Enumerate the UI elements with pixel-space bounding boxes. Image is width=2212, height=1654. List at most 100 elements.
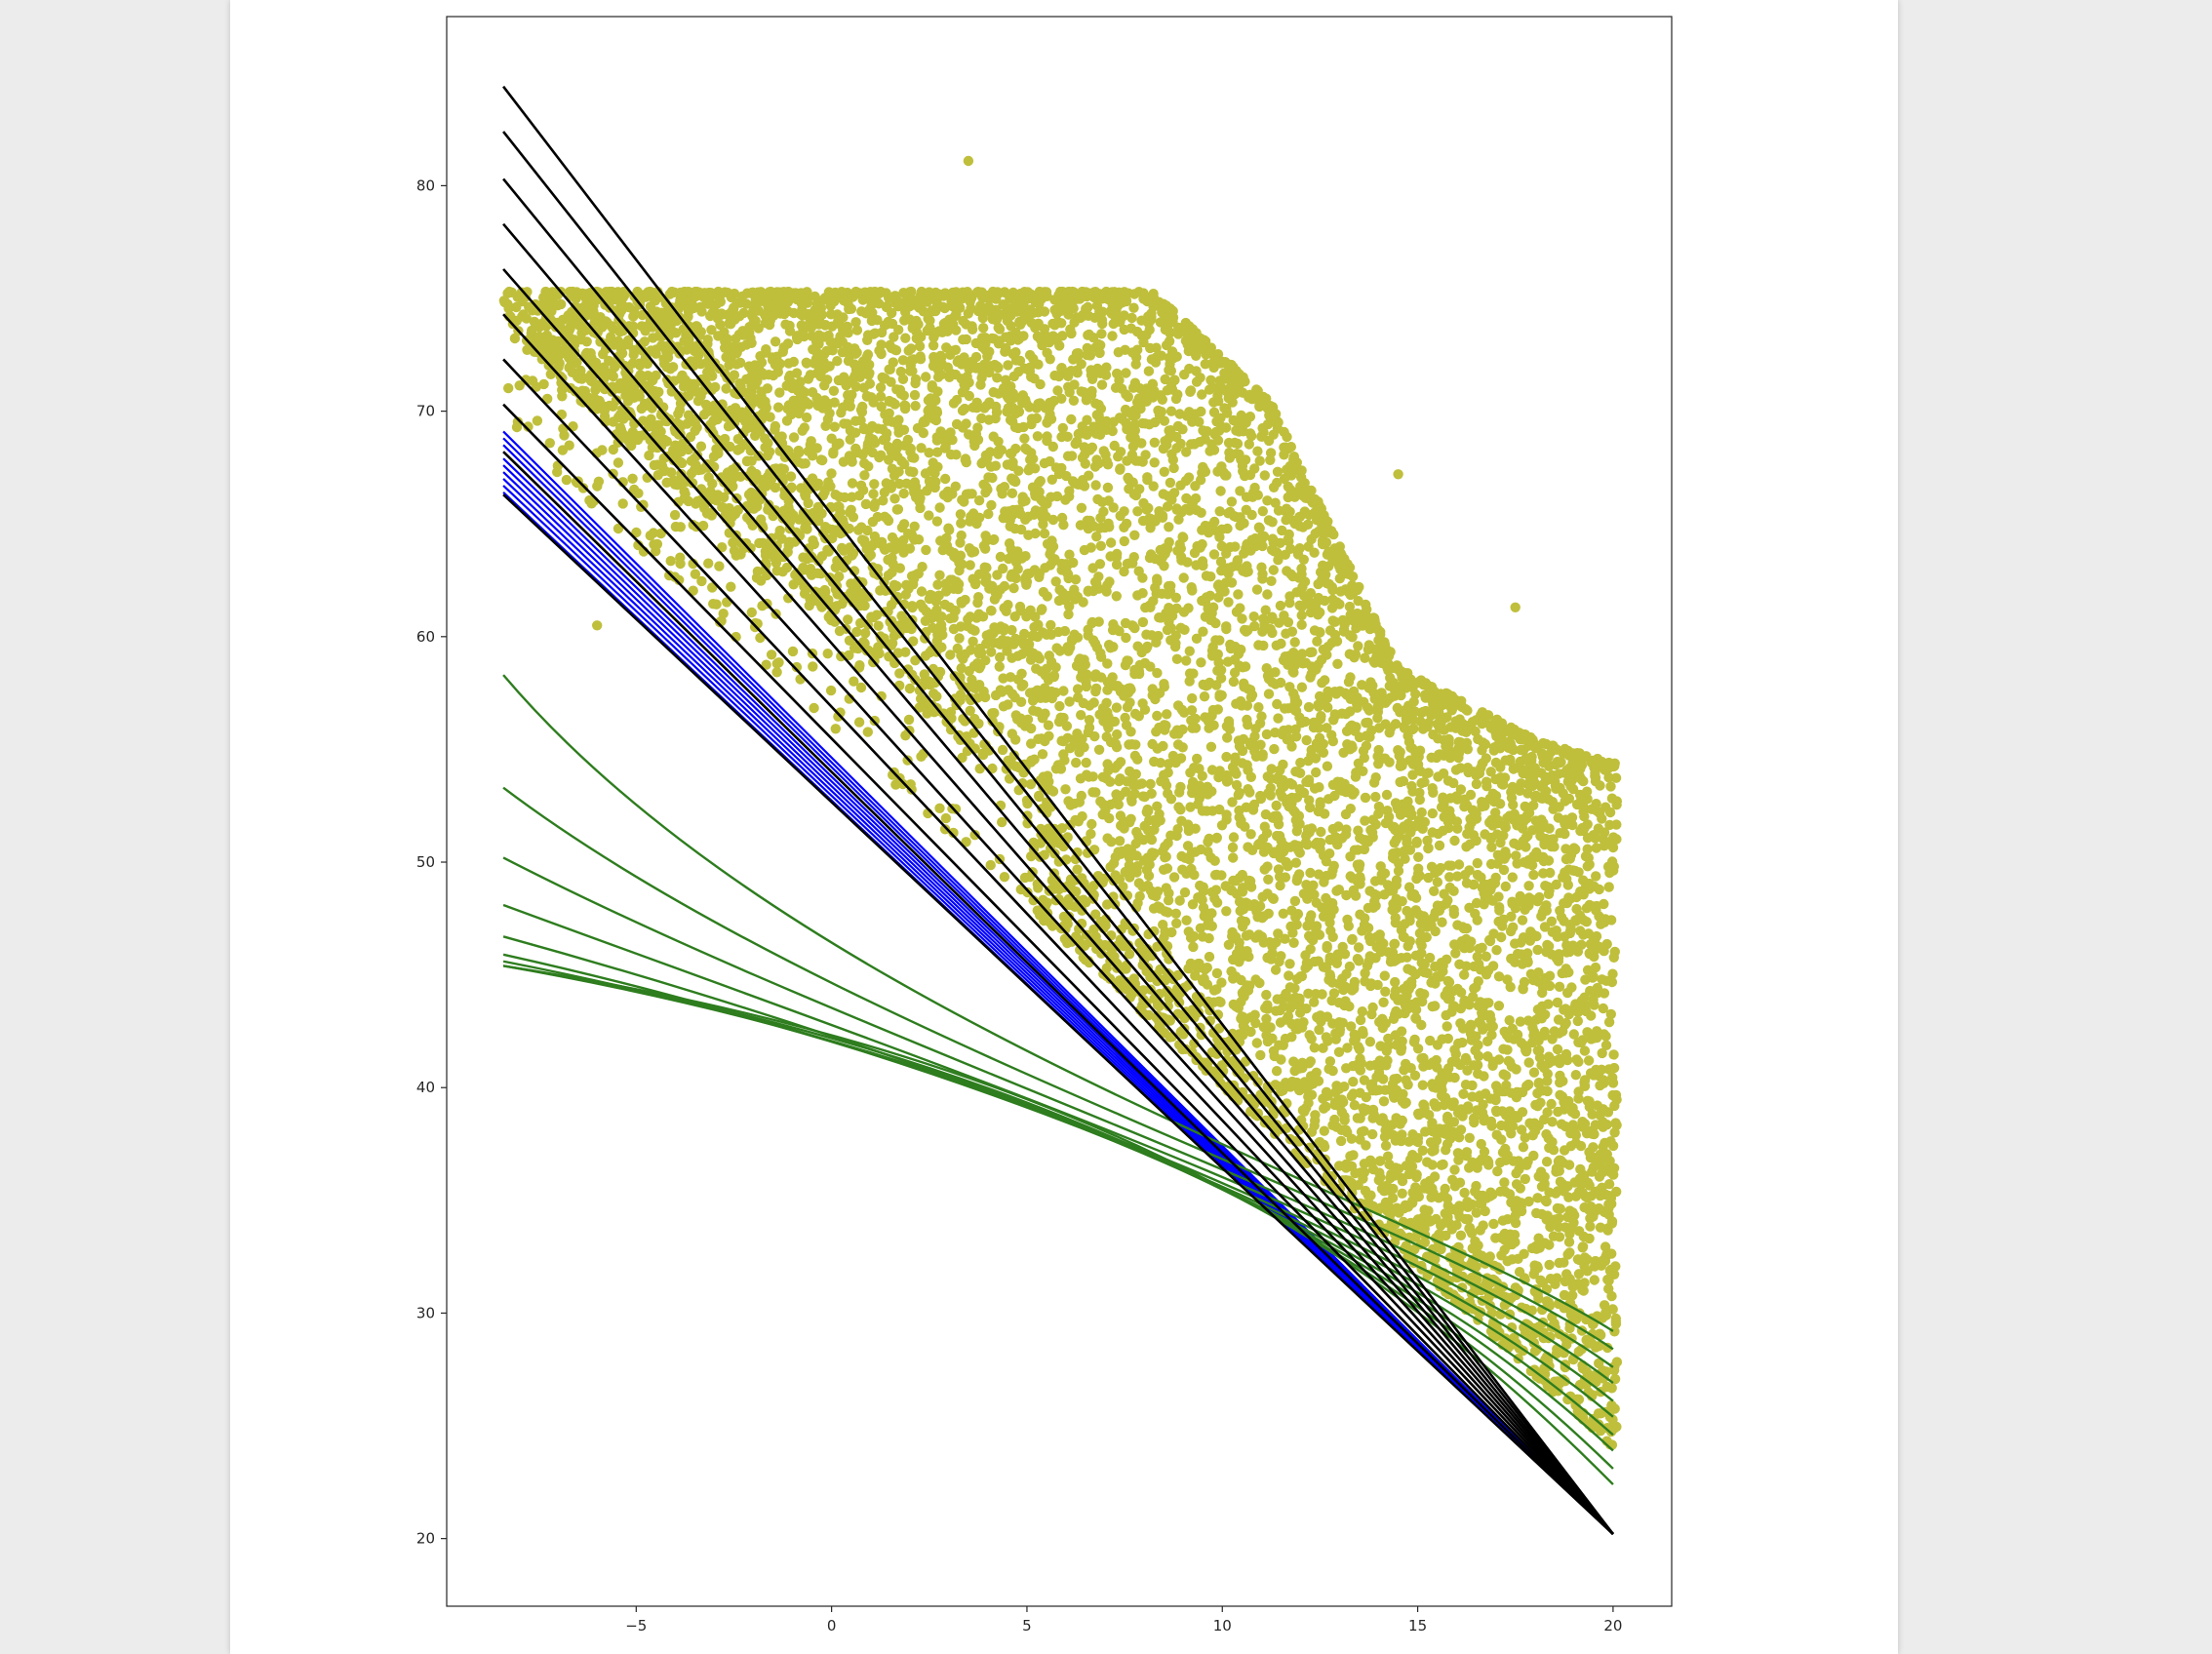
scatter-point xyxy=(945,650,956,660)
scatter-point xyxy=(847,478,858,489)
scatter-point xyxy=(557,391,568,402)
scatter-point xyxy=(928,340,939,351)
scatter-point xyxy=(988,431,999,442)
scatter-point xyxy=(1271,800,1282,811)
scatter-point xyxy=(1389,938,1400,950)
scatter-point xyxy=(1364,731,1375,742)
scatter-point xyxy=(1190,970,1201,981)
scatter-point xyxy=(1168,872,1180,883)
scatter-point xyxy=(1378,997,1389,1007)
scatter-point xyxy=(1402,1080,1413,1090)
scatter-point xyxy=(964,429,974,440)
scatter-point xyxy=(883,554,893,566)
scatter-point xyxy=(1345,804,1357,814)
scatter-point xyxy=(1149,437,1160,448)
scatter-point xyxy=(1347,571,1359,582)
scatter-point xyxy=(932,579,943,590)
scatter-point xyxy=(1367,1002,1378,1013)
scatter-point xyxy=(1472,857,1483,869)
scatter-point xyxy=(1234,426,1244,437)
scatter-point xyxy=(1517,915,1528,925)
scatter-point xyxy=(1238,662,1248,673)
scatter-point xyxy=(1569,865,1581,877)
scatter-point xyxy=(1227,930,1238,942)
scatter-point xyxy=(1246,509,1257,521)
scatter-point xyxy=(1600,1031,1611,1042)
scatter-point xyxy=(1095,796,1106,807)
scatter-point xyxy=(1303,988,1314,999)
scatter-point xyxy=(590,384,601,396)
scatter-point xyxy=(986,647,997,657)
scatter-point xyxy=(1261,663,1272,674)
scatter-point xyxy=(1560,1017,1571,1029)
scatter-point xyxy=(1566,982,1577,993)
scatter-point xyxy=(1205,741,1217,752)
scatter-point xyxy=(846,504,856,515)
scatter-point xyxy=(732,445,743,455)
scatter-point xyxy=(1390,918,1402,928)
scatter-point xyxy=(527,325,537,336)
scatter-point xyxy=(1173,802,1184,812)
scatter-point xyxy=(1268,565,1280,575)
scatter-point xyxy=(1341,1063,1352,1074)
scatter-point xyxy=(1320,595,1330,607)
scatter-point xyxy=(1312,636,1323,647)
scatter-point xyxy=(1126,845,1136,855)
scatter-point xyxy=(1473,733,1483,745)
scatter-point xyxy=(1052,385,1063,396)
scatter-point xyxy=(1459,1187,1470,1199)
scatter-point xyxy=(1126,312,1137,324)
scatter-point xyxy=(1263,515,1275,526)
scatter-point xyxy=(1599,827,1610,838)
scatter-point xyxy=(1449,835,1460,847)
scatter-point xyxy=(561,474,573,486)
scatter-point xyxy=(903,714,915,726)
scatter-point xyxy=(978,749,989,761)
scatter-point xyxy=(951,450,962,460)
scatter-point xyxy=(1169,642,1181,652)
scatter-point xyxy=(1329,616,1341,627)
scatter-point xyxy=(1214,804,1225,815)
scatter-point xyxy=(1105,643,1116,653)
scatter-point xyxy=(1174,895,1185,906)
scatter-point xyxy=(1275,600,1286,611)
scatter-point xyxy=(766,650,777,660)
scatter-point xyxy=(1139,657,1151,669)
scatter-point xyxy=(1086,828,1096,840)
scatter-point xyxy=(1512,1112,1523,1123)
scatter-point xyxy=(1070,814,1081,826)
scatter-point xyxy=(1062,732,1073,743)
scatter-point xyxy=(875,391,887,402)
scatter-point xyxy=(869,479,880,490)
scatter-point xyxy=(1436,1160,1447,1170)
scatter-point xyxy=(1479,1071,1489,1082)
scatter-point xyxy=(1552,1044,1563,1055)
scatter-point xyxy=(1494,905,1505,916)
scatter-point xyxy=(1229,437,1241,449)
scatter-point xyxy=(1364,886,1375,896)
scatter-point xyxy=(1313,699,1323,710)
scatter-point xyxy=(987,472,998,484)
scatter-point xyxy=(1541,1196,1552,1207)
scatter-point xyxy=(1281,628,1291,639)
scatter-point xyxy=(1499,1177,1510,1188)
scatter-point xyxy=(1266,575,1277,586)
scatter-point xyxy=(781,415,793,426)
scatter-point xyxy=(1119,506,1129,517)
scatter-point xyxy=(1111,702,1123,713)
scatter-point xyxy=(1255,1049,1266,1061)
scatter-point xyxy=(1230,971,1242,982)
scatter-point xyxy=(1497,921,1508,931)
scatter-point xyxy=(1256,711,1267,722)
scatter-point xyxy=(1441,1009,1451,1021)
scatter-point xyxy=(1390,719,1402,729)
scatter-point xyxy=(1463,1213,1474,1225)
scatter-point xyxy=(945,707,957,718)
scatter-point xyxy=(1076,502,1087,513)
scatter-point xyxy=(826,468,837,479)
scatter-point xyxy=(1231,888,1243,899)
scatter-point xyxy=(1076,790,1086,802)
scatter-point xyxy=(1383,1041,1394,1051)
scatter-point xyxy=(907,453,918,463)
scatter-point xyxy=(1348,1150,1359,1161)
